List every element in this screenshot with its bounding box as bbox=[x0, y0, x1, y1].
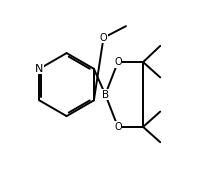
Text: N: N bbox=[35, 64, 43, 74]
Text: B: B bbox=[102, 89, 109, 100]
Text: O: O bbox=[114, 57, 122, 67]
Text: O: O bbox=[100, 33, 107, 43]
Text: O: O bbox=[114, 122, 122, 132]
